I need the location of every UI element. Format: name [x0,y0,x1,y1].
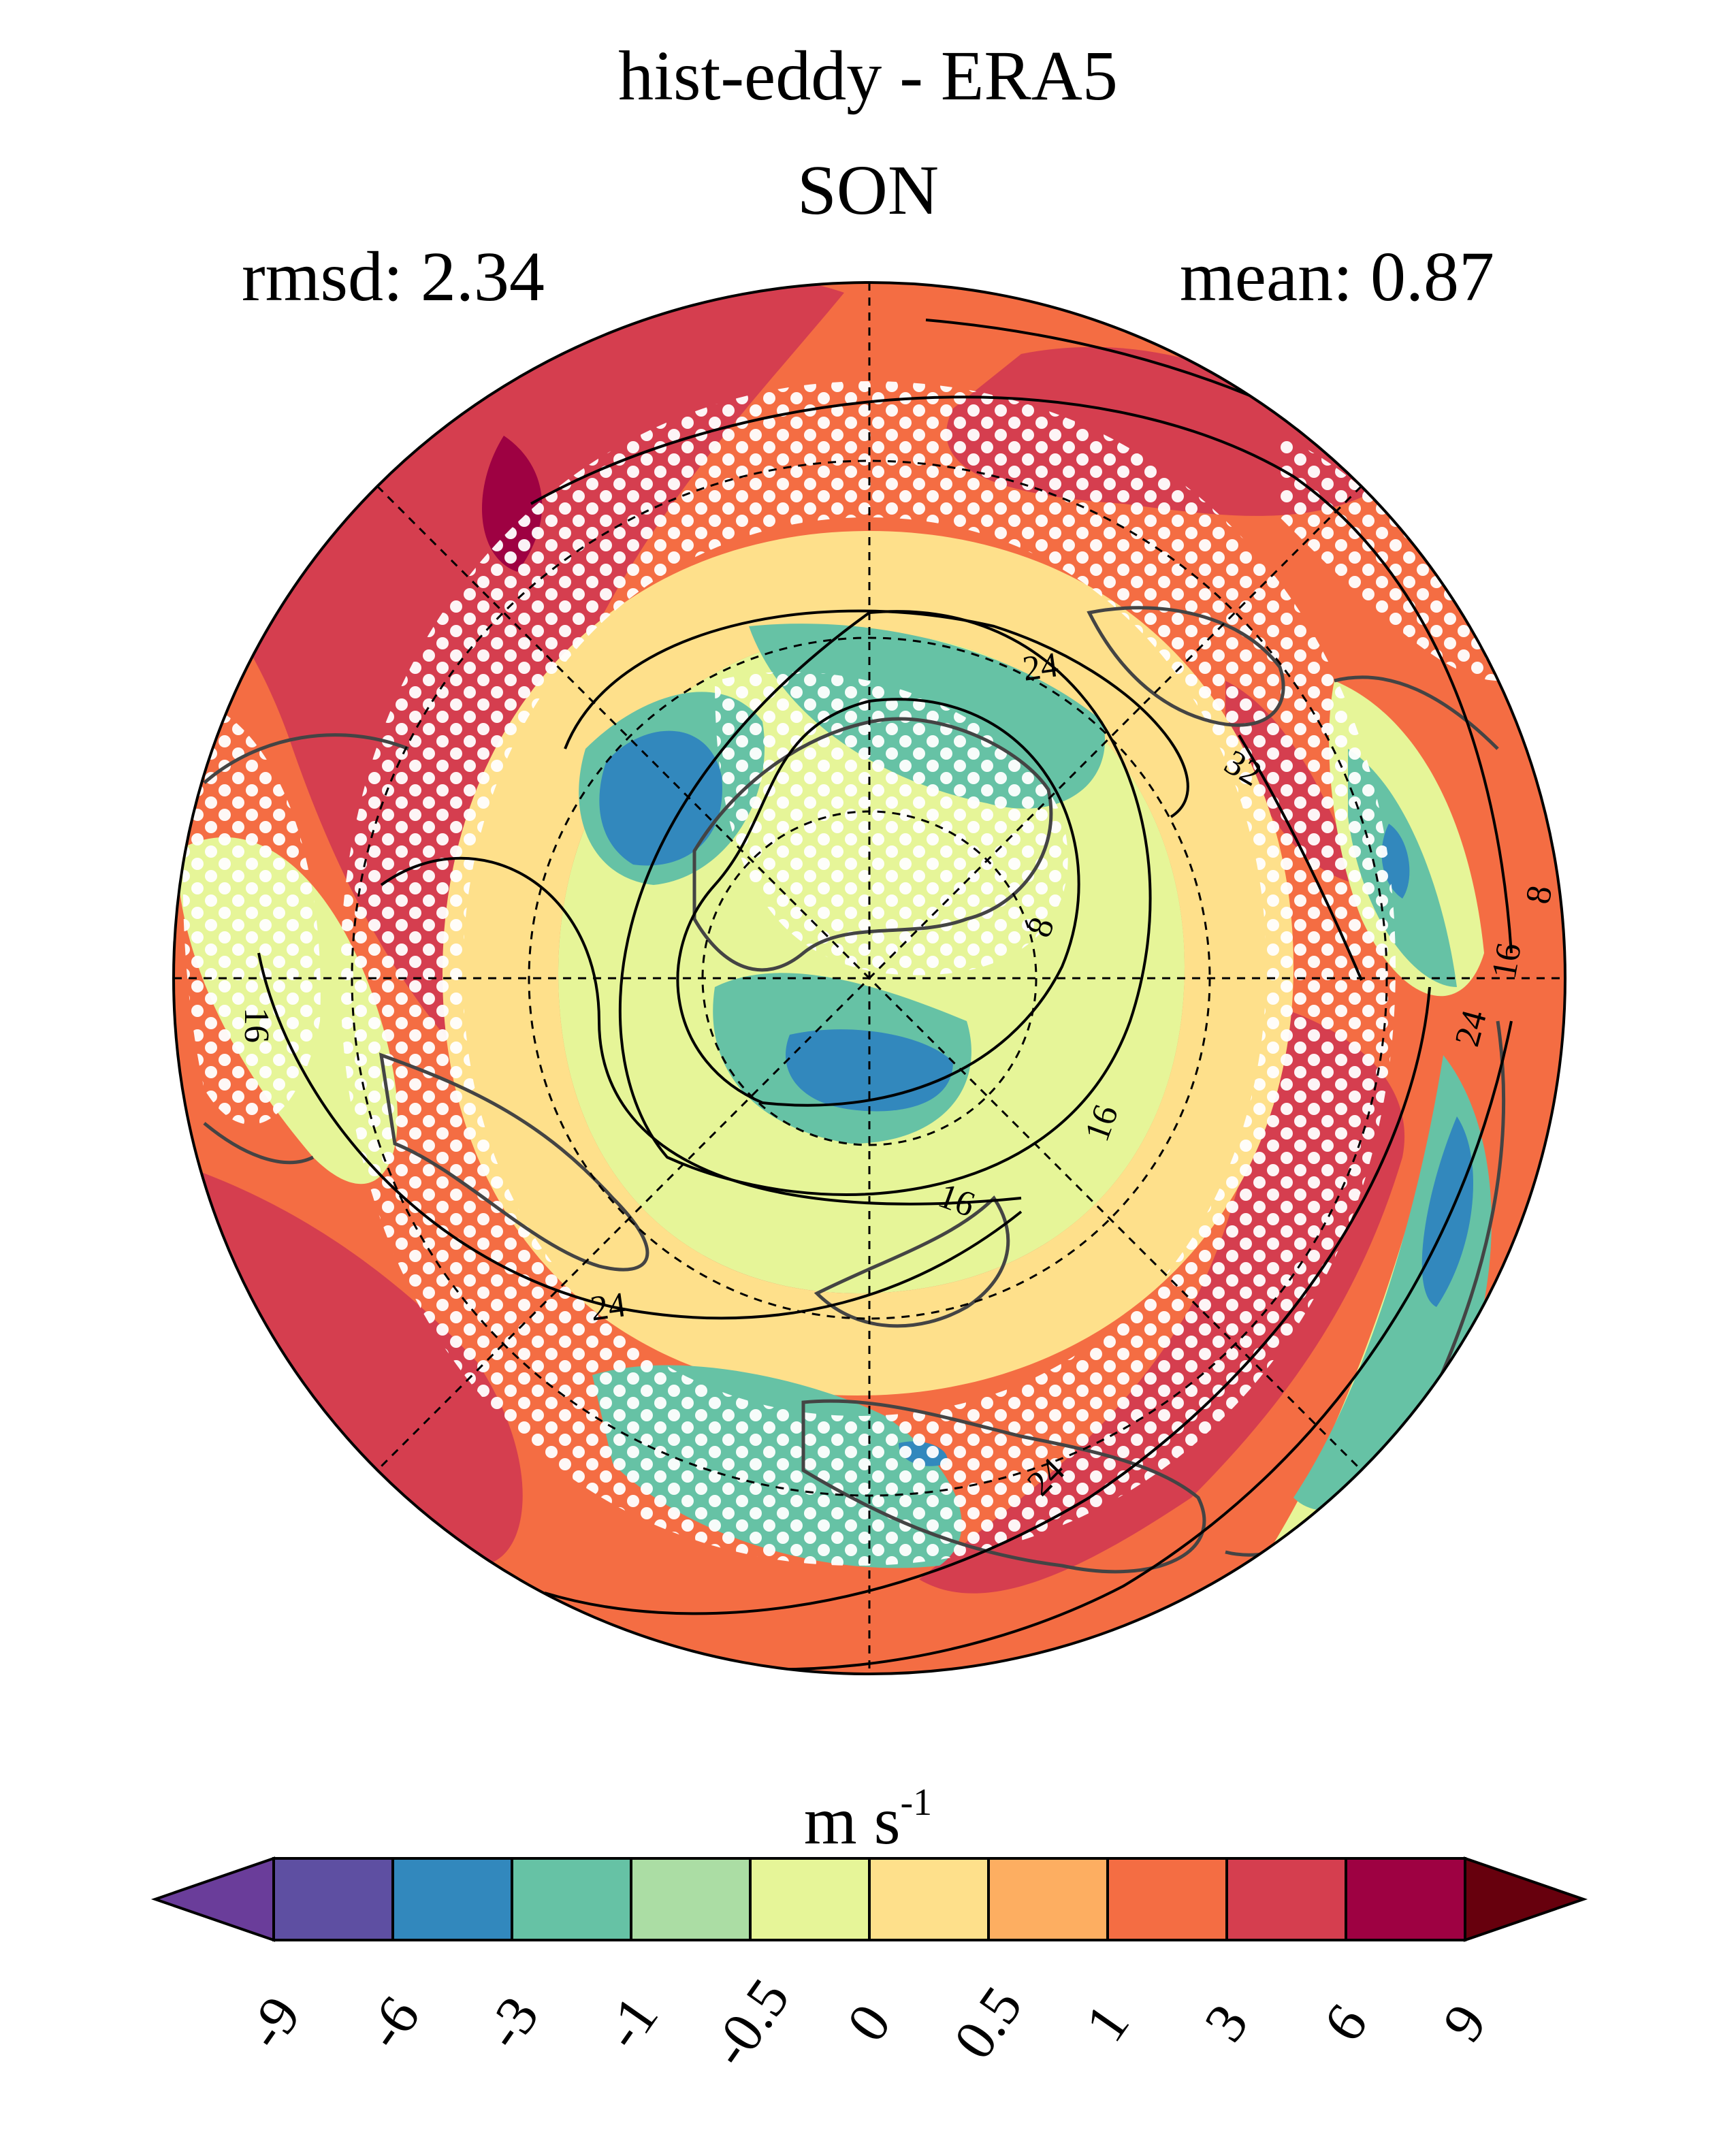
significance-stippling [182,701,321,1125]
contour-label: 24 [1020,645,1061,689]
field-negative-region [599,730,722,866]
contour-label: 24 [588,1285,628,1329]
colorbar-segment [1345,1857,1466,1941]
coastline [801,1399,1206,1574]
colorbar-segment [1225,1857,1347,1941]
colorbar-segment [511,1857,632,1941]
field-negative-region [1421,1116,1473,1307]
significance-stippling [1280,436,1498,681]
figure-title: hist-eddy - ERA5 [618,37,1118,115]
colorbar-segment [1106,1857,1228,1941]
coastline [379,1052,649,1272]
colorbar-under-arrow [150,1856,275,1942]
colorbar-over-arrow [1464,1856,1588,1942]
graticule [174,283,1565,1674]
colorbar-segment [272,1857,394,1941]
season-label: SON [797,151,939,229]
colorbar-segment [868,1857,990,1941]
map-boundary [172,281,1566,1675]
colorbar-segment [391,1857,513,1941]
colorbar-unit: m s-1 [803,1781,933,1858]
mean-label: mean: 0.87 [1179,238,1494,316]
coastline [814,1195,1010,1328]
contour-label: 16 [237,1007,276,1043]
coastline [1087,606,1285,727]
coastline [692,717,1053,972]
colorbar-segment [749,1857,871,1941]
coastline [203,733,409,1165]
colorbar-segment [630,1857,752,1941]
colorbar-segment [987,1857,1109,1941]
field-positive-region [174,1157,523,1566]
rmsd-label: rmsd: 2.34 [242,238,545,316]
contour-label: 16 [1485,940,1529,982]
